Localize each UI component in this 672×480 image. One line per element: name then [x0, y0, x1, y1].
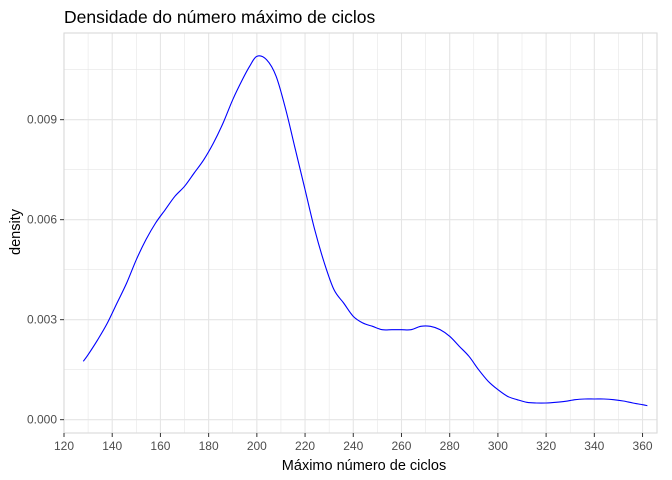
- x-axis-title: Máximo número de ciclos: [282, 458, 446, 474]
- density-curve: [82, 55, 648, 407]
- chart-title: Densidade do número máximo de ciclos: [64, 7, 376, 27]
- x-tick-label: 140: [102, 439, 122, 453]
- x-axis: 120 140 160 180 200 220 240 260 280 300 320 340 360: [54, 433, 653, 453]
- y-axis-title: density: [8, 208, 24, 255]
- y-tick-label: 0.003: [27, 313, 57, 327]
- x-tick-label: 320: [536, 439, 556, 453]
- y-axis: 0.000 0.003 0.006 0.009: [27, 113, 64, 427]
- x-tick-label: 120: [54, 439, 74, 453]
- x-tick-label: 220: [295, 439, 315, 453]
- panel-border: [63, 32, 658, 434]
- x-tick-label: 260: [391, 439, 411, 453]
- x-tick-label: 360: [633, 439, 653, 453]
- x-tick-label: 280: [440, 439, 460, 453]
- x-tick-label: 200: [247, 439, 267, 453]
- x-tick-label: 160: [150, 439, 170, 453]
- y-tick-label: 0.009: [27, 113, 57, 127]
- x-tick-label: 340: [584, 439, 604, 453]
- major-gridlines: [63, 33, 657, 433]
- x-tick-label: 240: [343, 439, 363, 453]
- minor-gridlines: [64, 33, 657, 433]
- x-tick-label: 180: [199, 439, 219, 453]
- plot-panel: [63, 32, 658, 434]
- x-tick-label: 300: [488, 439, 508, 453]
- y-tick-label: 0.000: [27, 413, 57, 427]
- y-tick-label: 0.006: [27, 213, 57, 227]
